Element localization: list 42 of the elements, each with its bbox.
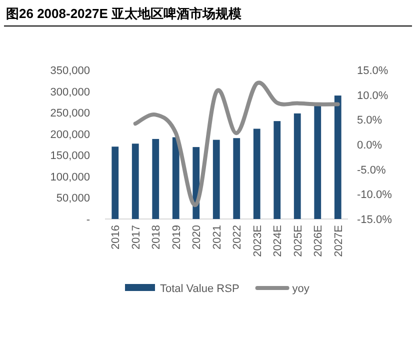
y2-tick-label: -5.0% (357, 164, 386, 176)
bar (334, 96, 342, 219)
x-tick-label: 2019 (170, 225, 183, 250)
bar (274, 121, 281, 219)
y2-tick-label: -10.0% (357, 189, 392, 202)
y-tick-label: 100,000 (50, 171, 90, 184)
bar (253, 128, 260, 219)
bar (172, 137, 180, 219)
bar (212, 140, 220, 219)
x-tick-label: 2016 (110, 225, 122, 250)
x-tick-label: 2027E (332, 225, 345, 257)
x-tick-label: 2022 (232, 225, 244, 250)
bar (112, 146, 119, 219)
y-tick-label: 200,000 (50, 128, 90, 141)
bar (233, 138, 240, 219)
x-tick-label: 2023E (252, 225, 264, 257)
legend-label: Total Value RSP (160, 283, 240, 295)
x-tick-label: 2018 (150, 225, 163, 250)
y2-tick-label: 15.0% (357, 65, 388, 77)
bar (314, 104, 322, 219)
line-series (133, 80, 340, 207)
y-tick-label: 50,000 (56, 192, 90, 205)
y2-tick-label: 10.0% (357, 90, 388, 102)
x-tick-label: 2021 (211, 225, 224, 250)
y2-tick-label: -15.0% (357, 214, 392, 226)
chart-title: 图26 2008-2027E 亚太地区啤酒市场规模 (6, 6, 242, 21)
bar (152, 138, 160, 219)
y-tick-label: 250,000 (50, 108, 90, 120)
x-tick-label: 2025E (292, 225, 304, 257)
x-tick-label: 2020 (191, 225, 204, 250)
x-tick-label: 2017 (130, 225, 142, 250)
legend-label: yoy (292, 283, 310, 295)
y-tick-label: 150,000 (50, 150, 90, 162)
x-tick-label: 2026E (312, 225, 325, 257)
x-tick-label: 2024E (272, 225, 284, 257)
bar (294, 113, 301, 219)
y2-tick-label: 0.0% (357, 140, 382, 152)
y-tick-label: - (86, 214, 90, 226)
y-tick-label: 300,000 (50, 86, 90, 98)
y2-tick-label: 5.0% (357, 114, 382, 127)
y-tick-label: 350,000 (50, 65, 90, 77)
bar (132, 144, 139, 219)
